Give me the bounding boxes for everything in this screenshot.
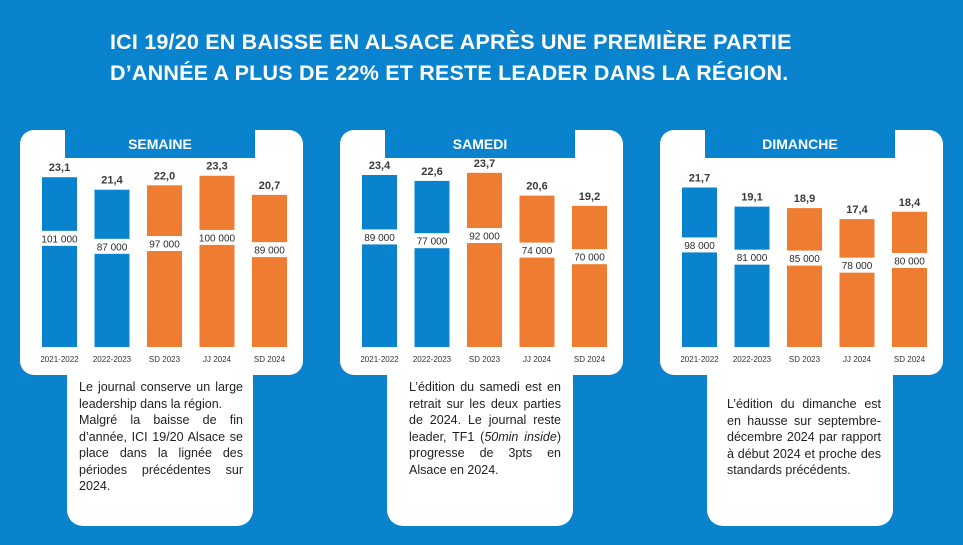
volume-label-background [837,257,877,273]
caption-samedi: L’édition du samedi est en retrait sur l… [387,374,573,526]
volume-label: 78 000 [842,261,873,272]
volume-label-background [360,229,399,245]
caption-dimanche: L’édition du dimanche est en hausse sur … [707,374,893,526]
x-tick-label: SD 2023 [469,355,501,364]
volume-label: 87 000 [97,242,128,253]
volume-label: 98 000 [684,241,715,252]
volume-label: 97 000 [149,240,180,251]
chart-svg: 101 000 23,1 2021-2022 87 000 21,4 2022-2023 9… [40,161,289,364]
x-tick-label: JJ 2024 [523,355,552,364]
x-tick-label: 2022-2023 [93,355,132,364]
volume-label: 89 000 [254,246,285,257]
share-label: 23,1 [49,162,70,174]
share-label: 21,7 [689,173,710,185]
share-label: 19,1 [741,192,762,204]
chart-samedi: 89 000 23,4 2021-2022 77 000 22,6 2022-2023 92… [340,130,623,375]
caption-semaine-p1: Le journal conserve un large leadership … [79,380,243,411]
bar-4 [839,219,875,347]
volume-label: 85 000 [789,254,820,265]
bar-2 [94,189,130,347]
bar-3 [467,172,502,347]
volume-label-background [92,238,132,254]
page-title: ICI 19/20 EN BAISSE EN ALSACE APRÈS UNE … [110,27,890,89]
volume-label-background [145,236,184,252]
x-tick-label: SD 2023 [789,355,821,364]
volume-label: 101 000 [41,234,78,245]
caption-samedi-em: 50min inside [484,429,557,444]
bar-1 [682,187,717,347]
x-tick-label: 2021-2022 [40,355,79,364]
chart-dimanche: 98 000 21,7 2021-2022 81 000 19,1 2022-2023 85… [660,130,943,375]
x-tick-label: JJ 2024 [843,355,872,364]
volume-label-background [570,249,609,265]
x-tick-label: SD 2023 [149,355,181,364]
share-label: 23,7 [474,158,495,170]
bar-3 [147,185,182,347]
x-tick-label: SD 2024 [254,355,286,364]
title-line-2: D’ANNÉE A PLUS DE 22% ET RESTE LEADER DA… [110,61,789,85]
x-tick-label: 2022-2023 [413,355,452,364]
volume-label-background [785,250,824,266]
caption-samedi-after: ) progresse de 3pts en Alsace en 2024. [409,429,561,477]
volume-label: 74 000 [522,246,553,257]
volume-label-background [40,230,79,246]
bar-5 [252,194,287,347]
chart-svg: 98 000 21,7 2021-2022 81 000 19,1 2022-2023 85… [680,173,929,364]
bar-1 [42,177,77,347]
bar-1 [362,175,397,347]
share-label: 20,7 [259,180,280,192]
x-tick-label: 2021-2022 [360,355,399,364]
bar-4 [199,175,235,347]
caption-semaine-p2: Malgré la baisse de fin d’année, ICI 19/… [79,413,243,493]
caption-dimanche-text: L’édition du dimanche est en hausse sur … [727,397,881,477]
bar-2 [734,206,770,347]
volume-label-background [890,252,929,268]
share-label: 22,0 [154,170,175,182]
share-label: 23,3 [206,161,227,173]
volume-label-background [465,228,504,244]
share-label: 23,4 [369,160,391,172]
chart-title-samedi: SAMEDI [385,130,575,158]
chart-title-semaine: SEMAINE [65,130,255,158]
x-tick-label: SD 2024 [894,355,926,364]
x-tick-label: 2021-2022 [680,355,719,364]
chart-svg: 89 000 23,4 2021-2022 77 000 22,6 2022-2023 92… [360,158,609,364]
volume-label-background [412,233,452,249]
volume-label-background [250,242,289,258]
volume-label: 80 000 [894,256,925,267]
bar-5 [892,211,927,347]
share-label: 18,9 [794,193,815,205]
bar-3 [787,208,822,347]
volume-label-background [517,242,557,258]
bar-4 [519,195,555,347]
volume-label: 92 000 [469,232,500,243]
volume-label: 70 000 [574,253,605,264]
title-line-1: ICI 19/20 EN BAISSE EN ALSACE APRÈS UNE … [110,30,792,54]
volume-label-background [680,237,719,253]
volume-label: 81 000 [737,253,768,264]
share-label: 18,4 [899,197,921,209]
share-label: 17,4 [846,204,868,216]
volume-label-background [197,229,237,245]
caption-semaine: Le journal conserve un large leadership … [67,374,253,526]
chart-semaine: 101 000 23,1 2021-2022 87 000 21,4 2022-2023 9… [20,130,303,375]
share-label: 22,6 [421,166,442,178]
volume-label: 89 000 [364,233,395,244]
caption-samedi-before: L’édition du samedi est en retrait sur l… [409,380,561,444]
volume-label: 77 000 [417,237,448,248]
share-label: 20,6 [526,181,547,193]
share-label: 21,4 [101,175,123,187]
x-tick-label: 2022-2023 [733,355,772,364]
chart-title-dimanche: DIMANCHE [705,130,895,158]
bar-5 [572,205,607,347]
caption-samedi-text: L’édition du samedi est en retrait sur l… [409,379,561,478]
volume-label: 100 000 [199,233,236,244]
volume-label-background [732,249,772,265]
share-label: 19,2 [579,191,600,203]
bar-2 [414,180,450,347]
x-tick-label: SD 2024 [574,355,606,364]
x-tick-label: JJ 2024 [203,355,232,364]
